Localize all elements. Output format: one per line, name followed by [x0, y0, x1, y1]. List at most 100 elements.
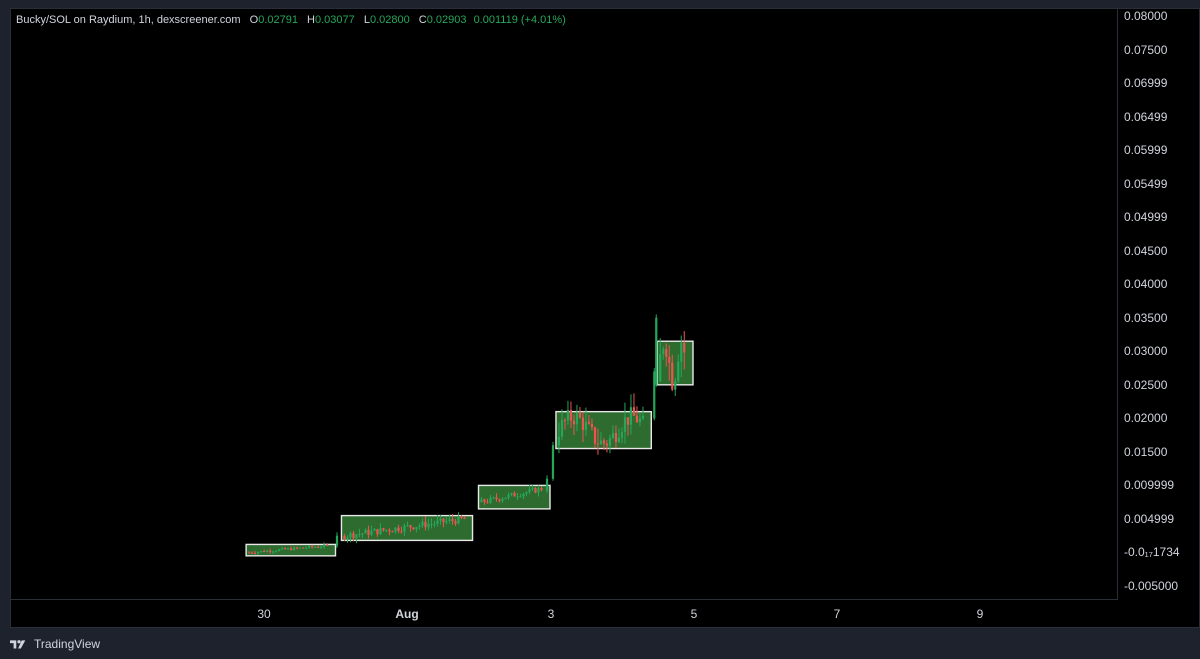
price-tick-label: 0.06499 [1124, 109, 1168, 124]
candle [421, 518, 424, 528]
candle [388, 528, 391, 536]
candle [403, 523, 406, 537]
candle [317, 545, 320, 548]
candle [346, 535, 349, 543]
candle [635, 406, 639, 424]
candle [257, 551, 260, 555]
candle [284, 547, 287, 550]
candle [454, 518, 457, 526]
candle [314, 545, 317, 548]
candle [391, 530, 394, 533]
candle [266, 549, 269, 553]
candle [668, 345, 671, 381]
price-tick-label: 0.009999 [1124, 478, 1175, 493]
candle [400, 526, 403, 534]
candle [260, 550, 263, 553]
candle [605, 439, 609, 453]
candle [457, 512, 460, 525]
candle [569, 401, 573, 429]
candle [510, 492, 513, 497]
candle [397, 524, 400, 534]
candle [575, 404, 579, 432]
candle [373, 528, 376, 531]
tradingview-wordmark: TradingView [34, 637, 101, 651]
price-tick-label: -0.005000 [1124, 579, 1179, 593]
candle [671, 354, 674, 392]
candle [557, 422, 561, 454]
candle [522, 492, 525, 500]
candle [281, 547, 284, 550]
candle [296, 546, 299, 550]
price-tick-label: 0.05999 [1124, 143, 1168, 158]
candle [665, 343, 668, 367]
candle [427, 518, 430, 531]
price-tick-label: 0.04999 [1124, 210, 1168, 225]
highlight-box-2[interactable] [340, 514, 474, 542]
candle [385, 529, 388, 533]
candle [531, 484, 534, 491]
candle [352, 530, 355, 542]
candle [626, 417, 630, 436]
candle [323, 542, 326, 549]
candle [406, 521, 409, 527]
candle [254, 550, 257, 555]
candle [370, 525, 373, 537]
price-tick-label: 0.07500 [1124, 42, 1168, 57]
candle [424, 516, 427, 531]
candle [608, 434, 612, 454]
candle [311, 544, 314, 549]
price-axis[interactable] [1118, 8, 1200, 600]
low-value: 0.02800 [369, 14, 410, 26]
price-tick-label: 0.004999 [1124, 511, 1175, 526]
candle [433, 520, 436, 528]
candle [537, 485, 540, 497]
candle [364, 528, 367, 534]
candle [680, 335, 683, 378]
candle [480, 496, 483, 503]
candle [320, 545, 323, 550]
candle [263, 549, 266, 553]
candle [593, 426, 597, 449]
high-value: 0.03077 [315, 14, 355, 26]
candle [376, 528, 379, 537]
price-tick-label: 0.04000 [1124, 277, 1168, 292]
time-tick-label: 30 [257, 607, 271, 621]
candle [358, 528, 361, 538]
rally-candle [335, 532, 339, 548]
time-axis[interactable] [10, 600, 1200, 628]
open-value: 0.02791 [258, 14, 298, 26]
price-tick-label: 0.02000 [1124, 411, 1168, 426]
candle [445, 517, 448, 525]
candle [674, 377, 677, 396]
price-tick-label: 0.03500 [1124, 310, 1168, 325]
highlight-box-3[interactable] [477, 484, 551, 510]
candle [248, 551, 251, 554]
candle [305, 546, 308, 550]
high-label: H [307, 14, 315, 26]
candle [430, 518, 433, 529]
candle [486, 498, 489, 504]
time-tick-label: Aug [395, 607, 419, 621]
candle [611, 425, 615, 440]
candle [361, 532, 364, 538]
change-value: 0.001119 (+4.01%) [473, 14, 566, 26]
candle [382, 527, 385, 532]
candle [483, 498, 486, 505]
candle [436, 515, 439, 527]
tradingview-branding[interactable]: TradingView [10, 634, 100, 654]
open-label: O [249, 14, 259, 26]
candle [507, 492, 510, 501]
candle [415, 526, 418, 533]
price-tick-label: 0.06999 [1124, 76, 1168, 91]
candle [572, 414, 576, 436]
candle [278, 548, 281, 552]
candle [590, 418, 594, 431]
time-tick-label: 5 [690, 607, 698, 621]
candle [460, 515, 463, 520]
candle [272, 550, 275, 554]
candle [418, 523, 421, 530]
candle [501, 497, 504, 503]
chart-pane[interactable] [10, 8, 1118, 600]
candle [299, 547, 302, 549]
candle [349, 531, 352, 543]
